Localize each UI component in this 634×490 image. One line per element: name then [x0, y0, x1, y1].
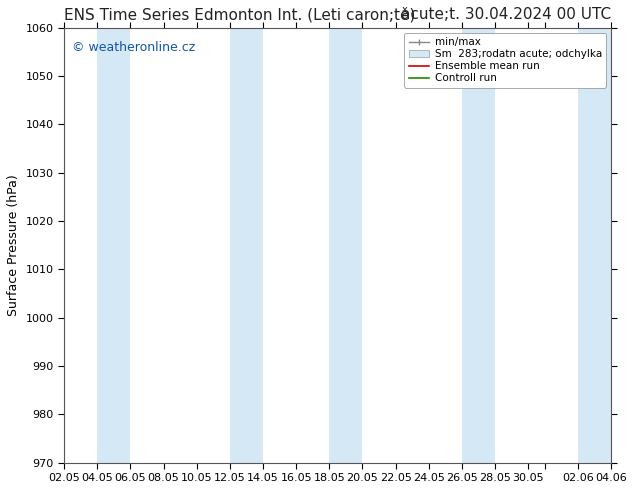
- Bar: [578, 28, 611, 463]
- Text: © weatheronline.cz: © weatheronline.cz: [72, 41, 195, 54]
- Legend: min/max, Sm  283;rodatn acute; odchylka, Ensemble mean run, Controll run: min/max, Sm 283;rodatn acute; odchylka, …: [404, 33, 606, 88]
- Text: acute;t. 30.04.2024 00 UTC: acute;t. 30.04.2024 00 UTC: [401, 7, 611, 23]
- Bar: [462, 28, 495, 463]
- Bar: [230, 28, 263, 463]
- Bar: [97, 28, 131, 463]
- Y-axis label: Surface Pressure (hPa): Surface Pressure (hPa): [7, 174, 20, 316]
- Bar: [329, 28, 363, 463]
- Text: ENS Time Series Edmonton Int. (Leti caron;tě): ENS Time Series Edmonton Int. (Leti caro…: [64, 7, 415, 23]
